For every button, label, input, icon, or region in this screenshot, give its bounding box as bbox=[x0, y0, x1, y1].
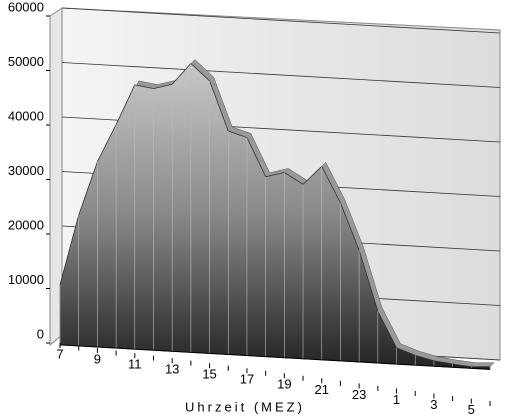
y-tick-label: 60000 bbox=[8, 0, 44, 14]
grid-line bbox=[61, 62, 501, 88]
x-axis bbox=[59, 344, 491, 370]
y-tick-label: 0 bbox=[37, 326, 44, 341]
x-tick-label: 1 bbox=[393, 392, 400, 407]
y-tick-label: 30000 bbox=[8, 163, 44, 178]
x-tick-label: 3 bbox=[430, 397, 437, 412]
x-tick-label: 23 bbox=[352, 387, 366, 402]
x-tick-label: 7 bbox=[56, 346, 63, 361]
x-tick-label: 17 bbox=[240, 372, 254, 387]
x-tick-label: 5 bbox=[468, 402, 475, 416]
y-tick-label: 20000 bbox=[8, 217, 44, 232]
area bbox=[59, 62, 491, 370]
x-tick-label: 11 bbox=[128, 357, 142, 372]
x-axis-title: Uhrzeit (MEZ) bbox=[185, 399, 305, 414]
x-tick-label: 19 bbox=[277, 377, 291, 392]
y-tick-label: 10000 bbox=[8, 272, 44, 287]
y-tick-label: 40000 bbox=[8, 108, 44, 123]
x-tick-label: 15 bbox=[202, 367, 216, 382]
x-tick-label: 13 bbox=[165, 362, 179, 377]
x-tick-label: 9 bbox=[94, 351, 101, 366]
grid-line bbox=[61, 7, 501, 34]
x-tick-label: 21 bbox=[315, 382, 329, 397]
y-tick-label: 50000 bbox=[8, 54, 44, 69]
